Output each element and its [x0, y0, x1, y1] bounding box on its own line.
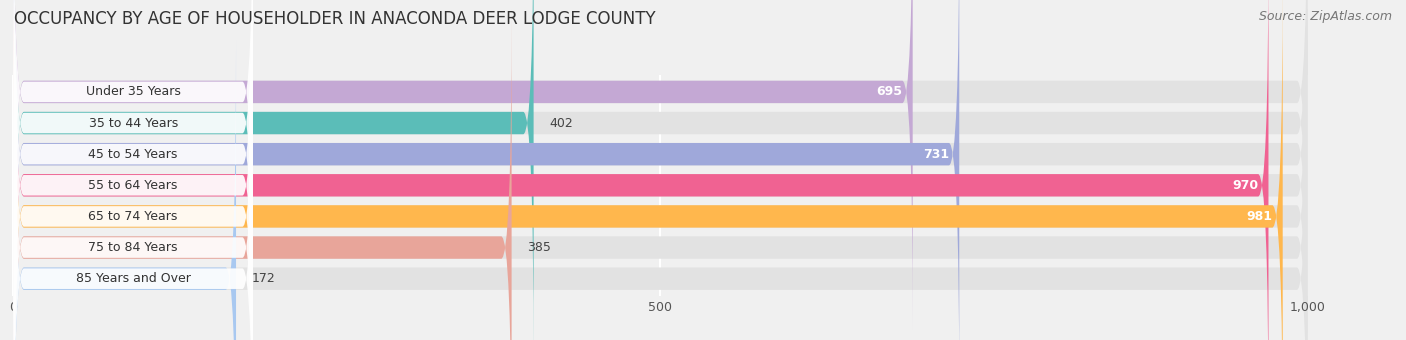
Text: 981: 981 — [1246, 210, 1272, 223]
FancyBboxPatch shape — [14, 0, 912, 330]
FancyBboxPatch shape — [14, 0, 1308, 340]
Text: OCCUPANCY BY AGE OF HOUSEHOLDER IN ANACONDA DEER LODGE COUNTY: OCCUPANCY BY AGE OF HOUSEHOLDER IN ANACO… — [14, 10, 655, 28]
Text: 402: 402 — [550, 117, 572, 130]
FancyBboxPatch shape — [14, 0, 253, 340]
FancyBboxPatch shape — [14, 0, 1308, 340]
FancyBboxPatch shape — [14, 0, 1268, 340]
Text: 75 to 84 Years: 75 to 84 Years — [89, 241, 179, 254]
FancyBboxPatch shape — [14, 0, 1308, 330]
FancyBboxPatch shape — [14, 0, 253, 331]
Text: 731: 731 — [922, 148, 949, 161]
FancyBboxPatch shape — [14, 9, 253, 340]
FancyBboxPatch shape — [14, 0, 959, 340]
Text: 55 to 64 Years: 55 to 64 Years — [89, 179, 179, 192]
Text: 970: 970 — [1232, 179, 1258, 192]
FancyBboxPatch shape — [14, 10, 1308, 340]
Text: 35 to 44 Years: 35 to 44 Years — [89, 117, 177, 130]
FancyBboxPatch shape — [14, 0, 1282, 340]
Text: 385: 385 — [527, 241, 551, 254]
FancyBboxPatch shape — [14, 0, 1308, 340]
FancyBboxPatch shape — [14, 0, 253, 340]
FancyBboxPatch shape — [14, 0, 1308, 340]
FancyBboxPatch shape — [14, 40, 253, 340]
Text: 695: 695 — [876, 85, 903, 98]
Text: Under 35 Years: Under 35 Years — [86, 85, 180, 98]
FancyBboxPatch shape — [14, 41, 236, 340]
FancyBboxPatch shape — [14, 0, 253, 340]
Text: Source: ZipAtlas.com: Source: ZipAtlas.com — [1258, 10, 1392, 23]
Text: 45 to 54 Years: 45 to 54 Years — [89, 148, 179, 161]
FancyBboxPatch shape — [14, 10, 512, 340]
FancyBboxPatch shape — [14, 0, 253, 340]
Text: 85 Years and Over: 85 Years and Over — [76, 272, 191, 285]
FancyBboxPatch shape — [14, 0, 534, 340]
Text: 172: 172 — [252, 272, 276, 285]
Text: 65 to 74 Years: 65 to 74 Years — [89, 210, 179, 223]
FancyBboxPatch shape — [14, 41, 1308, 340]
